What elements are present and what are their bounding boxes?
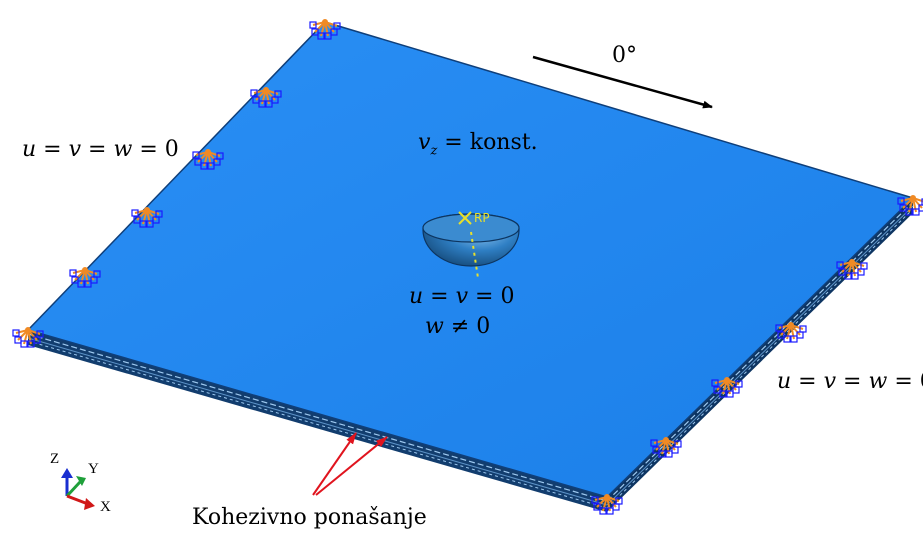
boundary-marker [69,267,101,288]
triad-z-label: Z [50,451,60,467]
boundary-marker [650,437,682,458]
boundary-marker [775,322,807,343]
impactor-bc-line2: w ≠ 0 [425,314,491,339]
fiber-direction-arrow [532,55,713,109]
boundary-condition-markers [12,19,923,515]
boundary-marker [250,87,282,108]
impactor-bc-line1: u = v = 0 [409,284,515,309]
triad-y-label: Y [88,461,99,477]
boundary-marker [192,149,224,170]
plate-edge-front-left [27,330,608,512]
boundary-marker [131,207,163,228]
impact-velocity-label: vz = konst. [418,130,538,159]
cohesive-arrow-1 [312,432,357,496]
coordinate-triad [61,468,95,510]
cohesive-arrow-2 [315,436,388,496]
boundary-marker [836,259,868,280]
direction-label: 0° [612,43,637,68]
plate-edge-front-right [606,198,914,512]
impactor [422,213,520,279]
boundary-condition-right: u = v = w = 0 [777,369,923,394]
reference-point-label: RP [474,211,490,225]
boundary-marker [711,377,743,398]
boundary-condition-left: u = v = w = 0 [22,137,179,162]
cohesive-behavior-label: Kohezivno ponašanje [192,505,427,530]
boundary-marker [309,19,341,40]
boundary-marker [12,327,44,348]
reference-point-marker [458,211,472,225]
triad-x-label: X [100,499,111,515]
boundary-marker [591,494,623,515]
boundary-marker [897,195,923,216]
